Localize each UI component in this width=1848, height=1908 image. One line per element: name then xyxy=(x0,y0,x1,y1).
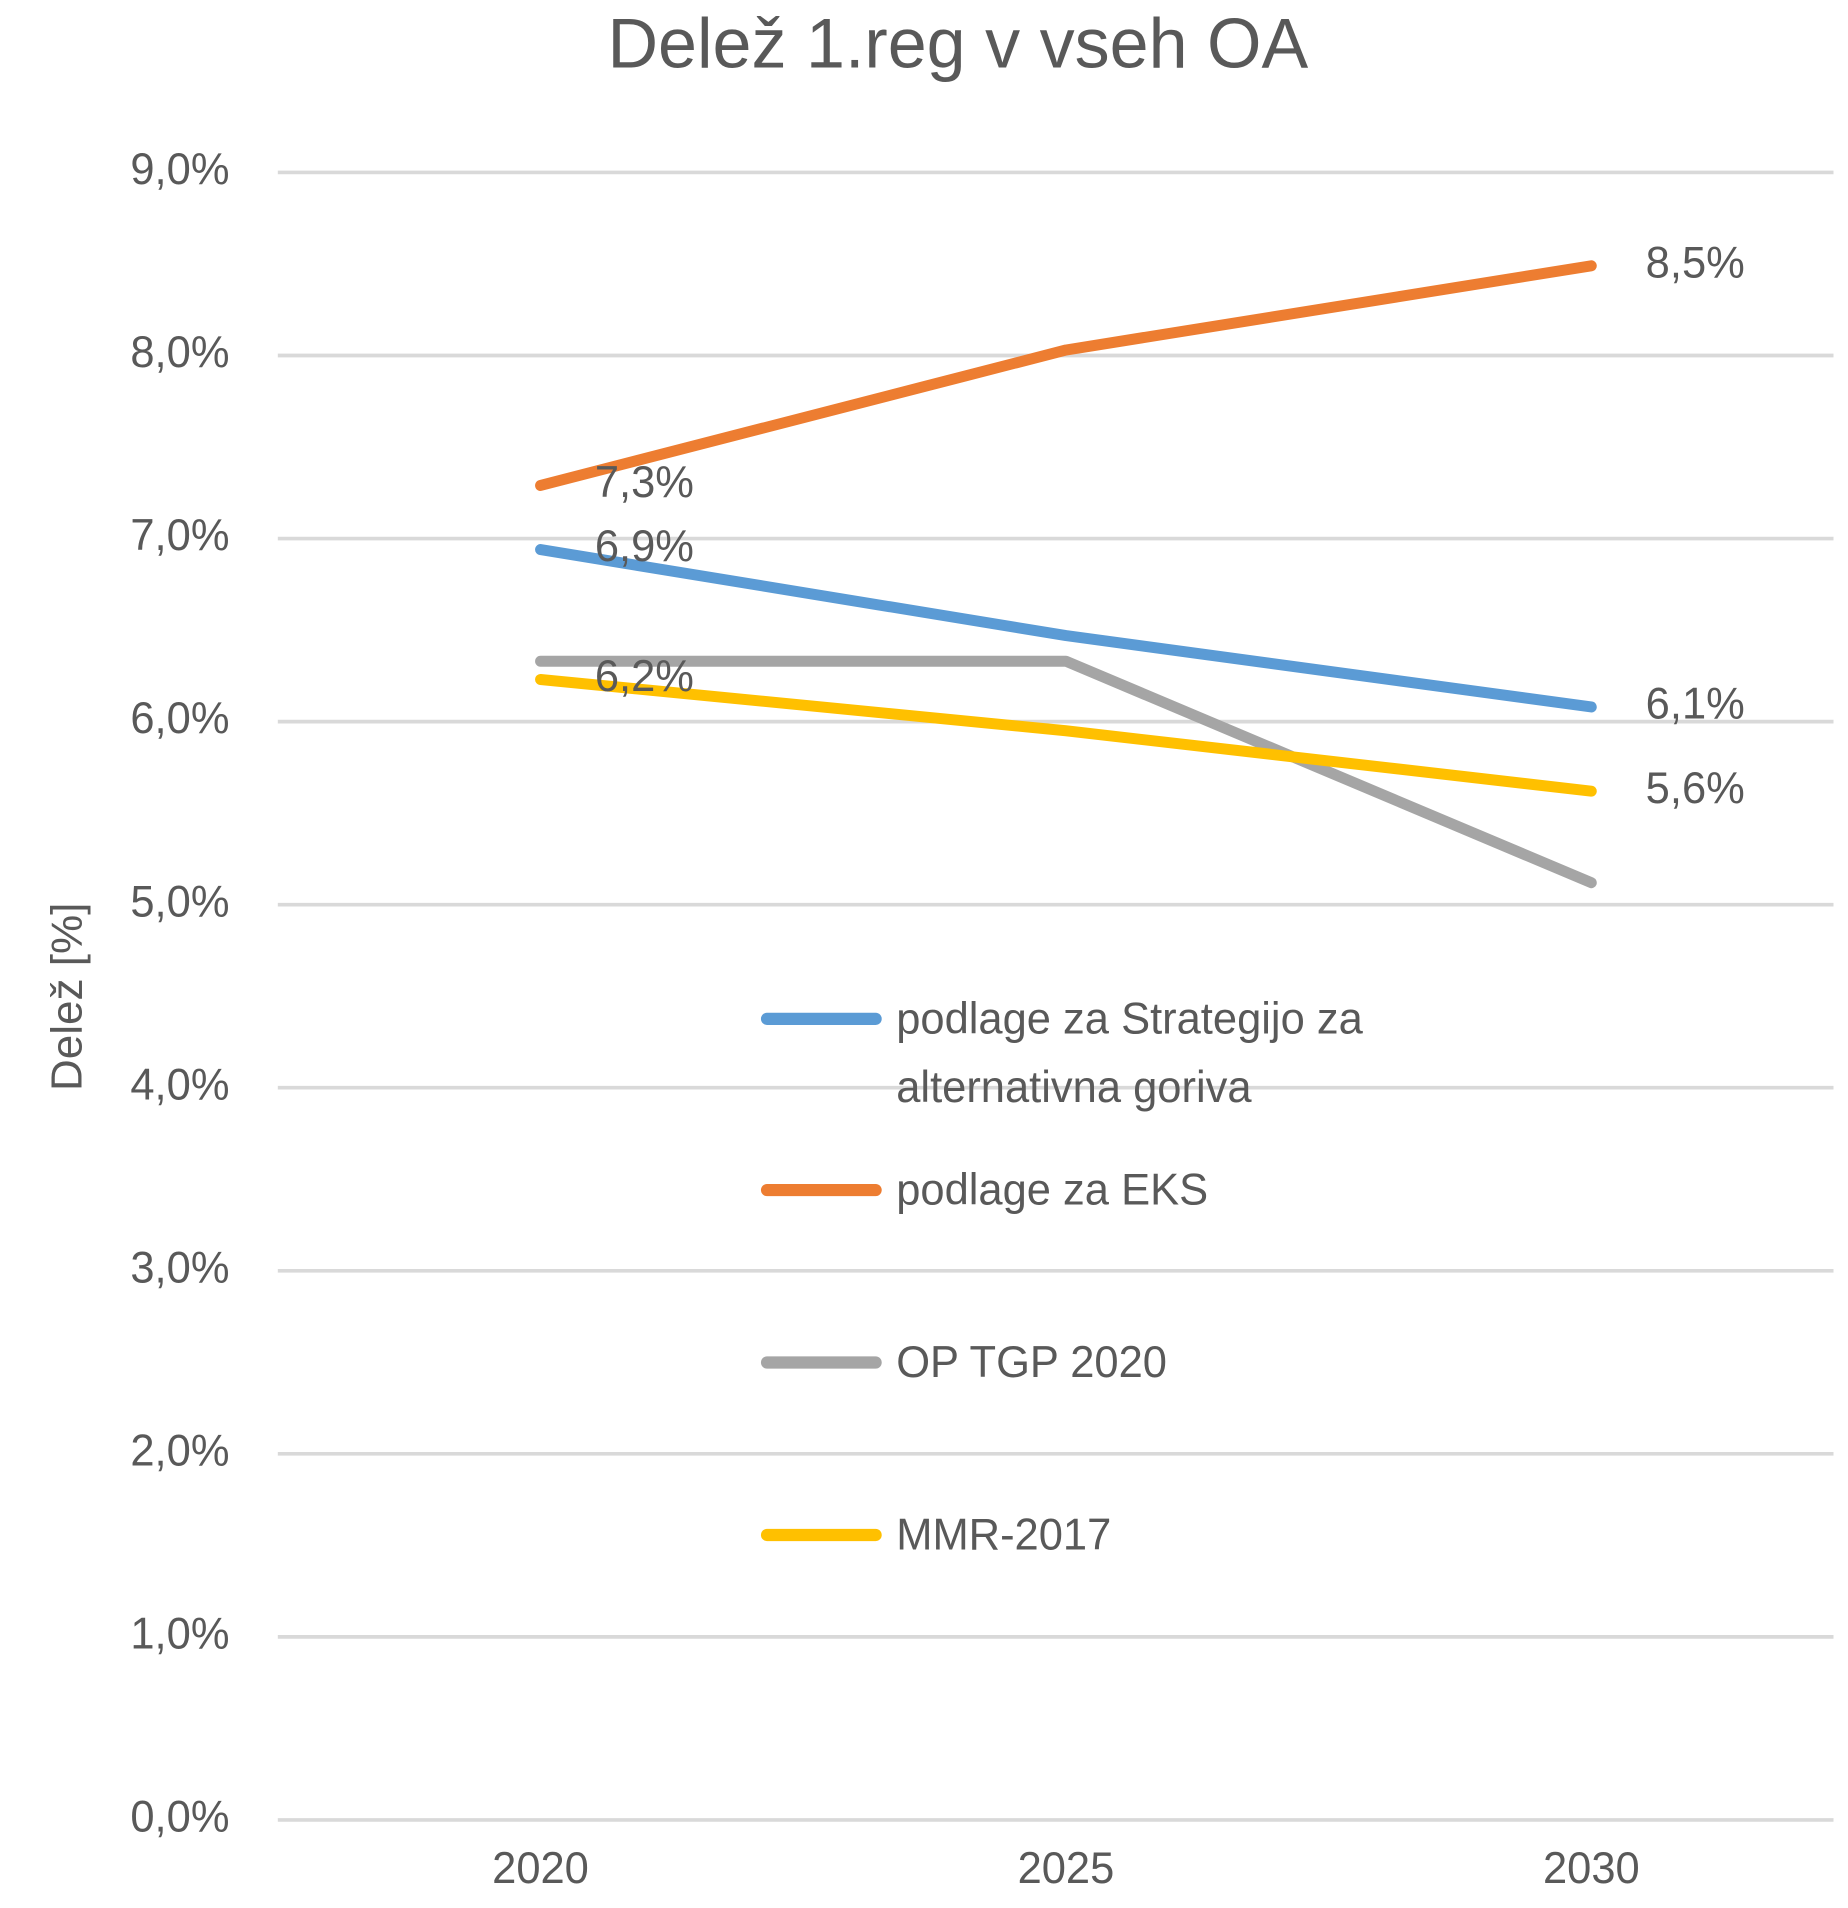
legend-item: podlage za Strategijo za alternativna go… xyxy=(896,993,1363,1112)
y-tick-label: 1,0% xyxy=(130,1609,229,1658)
series-line xyxy=(535,674,1597,797)
legend-label: podlage za Strategijo za alternativna go… xyxy=(896,993,1363,1112)
data-label: 8,5% xyxy=(1646,238,1745,287)
y-tick-label: 4,0% xyxy=(130,1060,229,1109)
y-tick-label: 3,0% xyxy=(130,1243,229,1292)
y-axis-label: Delež [%] xyxy=(43,903,92,1091)
x-tick-label: 2020 xyxy=(492,1844,589,1893)
legend-item: podlage za EKS xyxy=(896,1164,1209,1215)
y-tick-label: 9,0% xyxy=(130,145,229,194)
y-tick-label: 8,0% xyxy=(130,328,229,377)
legend-label: podlage za EKS xyxy=(896,1164,1209,1215)
y-tick-label: 7,0% xyxy=(130,511,229,560)
data-label: 6,9% xyxy=(595,522,694,571)
data-label: 7,3% xyxy=(595,458,694,507)
data-label: 5,6% xyxy=(1646,764,1745,813)
legend-label: MMR-2017 xyxy=(896,1509,1112,1560)
chart-title: Delež 1.reg v vseh OA xyxy=(607,3,1308,82)
data-label: 6,1% xyxy=(1646,679,1745,728)
legend-item: OP TGP 2020 xyxy=(896,1336,1167,1387)
x-tick-label: 2030 xyxy=(1543,1844,1640,1893)
y-tick-label: 6,0% xyxy=(130,694,229,743)
legend-item: MMR-2017 xyxy=(896,1509,1112,1560)
data-label: 6,2% xyxy=(595,652,694,701)
series-line xyxy=(535,655,1597,889)
series-line xyxy=(535,544,1597,713)
legend-label: OP TGP 2020 xyxy=(896,1336,1167,1387)
y-tick-label: 2,0% xyxy=(130,1426,229,1475)
series-line xyxy=(535,260,1597,491)
y-tick-label: 5,0% xyxy=(130,877,229,926)
y-tick-label: 0,0% xyxy=(130,1792,229,1841)
x-tick-label: 2025 xyxy=(1018,1844,1115,1893)
